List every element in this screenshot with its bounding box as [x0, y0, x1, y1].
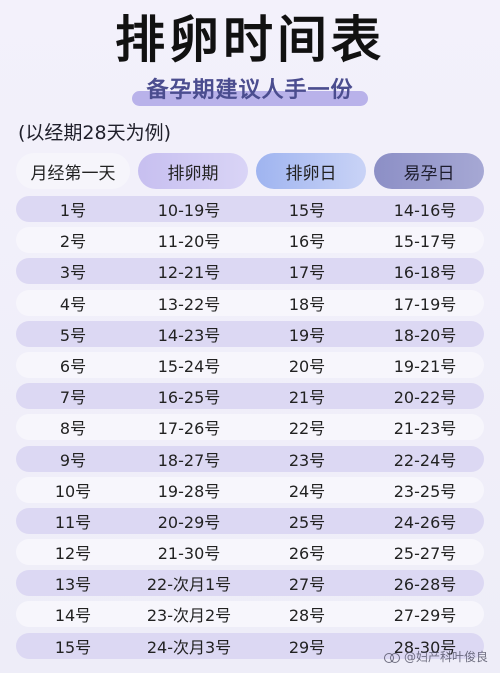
table-row: 5号 14-23号 19号 18-20号 — [16, 320, 484, 347]
table-header: 月经第一天 排卵期 排卵日 易孕日 — [16, 153, 484, 189]
cell-ovulation-period: 23-次月2号 — [146, 606, 232, 626]
cell-fertile-days: 23-25号 — [393, 481, 457, 501]
table-row: 9号 18-27号 23号 22-24号 — [16, 445, 484, 472]
cell-ovulation-period: 20-29号 — [157, 512, 221, 532]
header-ovulation-period: 排卵期 — [138, 153, 248, 189]
cell-ovulation-day: 23号 — [288, 450, 326, 470]
cell-period-first-day: 7号 — [59, 388, 87, 408]
cell-period-first-day: 13号 — [54, 575, 92, 595]
table-row: 8号 17-26号 22号 21-23号 — [16, 414, 484, 441]
cell-ovulation-day: 24号 — [288, 481, 326, 501]
cell-ovulation-period: 10-19号 — [157, 201, 221, 220]
table-row: 7号 16-25号 21号 20-22号 — [16, 383, 484, 410]
table-row: 1号 10-19号 15号 14-16号 — [16, 196, 484, 222]
table-row: 13号 22-次月1号 27号 26-28号 — [16, 570, 484, 597]
cell-ovulation-day: 15号 — [288, 201, 326, 220]
cell-period-first-day: 8号 — [59, 419, 87, 439]
header-fertile-days: 易孕日 — [374, 153, 484, 189]
cell-fertile-days: 25-27号 — [393, 544, 457, 564]
cell-ovulation-day: 16号 — [288, 232, 326, 252]
cell-ovulation-day: 29号 — [288, 637, 326, 657]
header-period-first-day: 月经第一天 — [16, 153, 130, 189]
table-row: 2号 11-20号 16号 15-17号 — [16, 227, 484, 254]
cell-fertile-days: 22-24号 — [393, 450, 457, 470]
cell-ovulation-day: 20号 — [288, 356, 326, 376]
cell-fertile-days: 14-16号 — [393, 201, 457, 220]
cell-fertile-days: 18-20号 — [393, 325, 457, 345]
cell-period-first-day: 1号 — [59, 201, 87, 220]
cell-period-first-day: 3号 — [59, 263, 87, 283]
cell-fertile-days: 20-22号 — [393, 388, 457, 408]
cell-ovulation-period: 15-24号 — [157, 356, 221, 376]
cell-fertile-days: 19-21号 — [393, 356, 457, 376]
cell-period-first-day: 14号 — [54, 606, 92, 626]
cell-fertile-days: 21-23号 — [393, 419, 457, 439]
cell-period-first-day: 10号 — [54, 481, 92, 501]
subtitle: 备孕期建议人手一份 — [132, 74, 368, 108]
table-row: 4号 13-22号 18号 17-19号 — [16, 289, 484, 316]
cell-ovulation-day: 17号 — [288, 263, 326, 283]
cell-ovulation-period: 14-23号 — [157, 325, 221, 345]
header-ovulation-day: 排卵日 — [256, 153, 366, 189]
cell-ovulation-day: 21号 — [288, 388, 326, 408]
cell-fertile-days: 17-19号 — [393, 294, 457, 314]
table-row: 11号 20-29号 25号 24-26号 — [16, 507, 484, 534]
table-row: 15号 24-次月3号 29号 28-30号 — [16, 632, 484, 659]
cell-period-first-day: 4号 — [59, 294, 87, 314]
cell-ovulation-period: 24-次月3号 — [146, 637, 232, 657]
cell-period-first-day: 15号 — [54, 637, 92, 657]
table-row: 6号 15-24号 20号 19-21号 — [16, 351, 484, 378]
cell-ovulation-period: 11-20号 — [157, 232, 221, 252]
cell-period-first-day: 5号 — [59, 325, 87, 345]
table-body: 1号 10-19号 15号 14-16号 2号 11-20号 16号 15-17号 3号 12-2… — [16, 196, 484, 664]
watermark-logo-icon — [383, 651, 400, 663]
cell-ovulation-period: 21-30号 — [157, 544, 221, 564]
cell-fertile-days: 15-17号 — [393, 232, 457, 252]
cell-ovulation-day: 27号 — [288, 575, 326, 595]
cell-ovulation-day: 28号 — [288, 606, 326, 626]
cell-ovulation-day: 22号 — [288, 419, 326, 439]
cell-ovulation-period: 13-22号 — [157, 294, 221, 314]
watermark: @妇产科叶俊良 — [383, 648, 488, 665]
cell-ovulation-period: 22-次月1号 — [146, 575, 232, 595]
cell-ovulation-period: 16-25号 — [157, 388, 221, 408]
cell-fertile-days: 16-18号 — [393, 263, 457, 283]
cell-period-first-day: 6号 — [59, 356, 87, 376]
table-row: 14号 23-次月2号 28号 27-29号 — [16, 601, 484, 628]
cell-fertile-days: 24-26号 — [393, 512, 457, 532]
cell-period-first-day: 2号 — [59, 232, 87, 252]
cell-period-first-day: 9号 — [59, 450, 87, 470]
cell-period-first-day: 11号 — [54, 512, 92, 532]
page-title: 排卵时间表 — [115, 11, 385, 69]
cell-ovulation-period: 19-28号 — [157, 481, 221, 501]
table-row: 12号 21-30号 26号 25-27号 — [16, 539, 484, 566]
cell-fertile-days: 26-28号 — [393, 575, 457, 595]
table-row: 3号 12-21号 17号 16-18号 — [16, 258, 484, 285]
cell-fertile-days: 27-29号 — [393, 606, 457, 626]
cell-ovulation-day: 26号 — [288, 544, 326, 564]
cell-ovulation-period: 17-26号 — [157, 419, 221, 439]
subtitle-banner: 备孕期建议人手一份 — [0, 74, 500, 108]
example-note: (以经期28天为例) — [18, 122, 172, 144]
cell-ovulation-period: 18-27号 — [157, 450, 221, 470]
table-row: 10号 19-28号 24号 23-25号 — [16, 476, 484, 503]
cell-ovulation-day: 18号 — [288, 294, 326, 314]
cell-period-first-day: 12号 — [54, 544, 92, 564]
cell-ovulation-day: 19号 — [288, 325, 326, 345]
cell-ovulation-day: 25号 — [288, 512, 326, 532]
watermark-text: @妇产科叶俊良 — [403, 650, 488, 664]
cell-fertile-days: 28-30号 — [393, 637, 457, 657]
cell-ovulation-period: 12-21号 — [157, 263, 221, 283]
